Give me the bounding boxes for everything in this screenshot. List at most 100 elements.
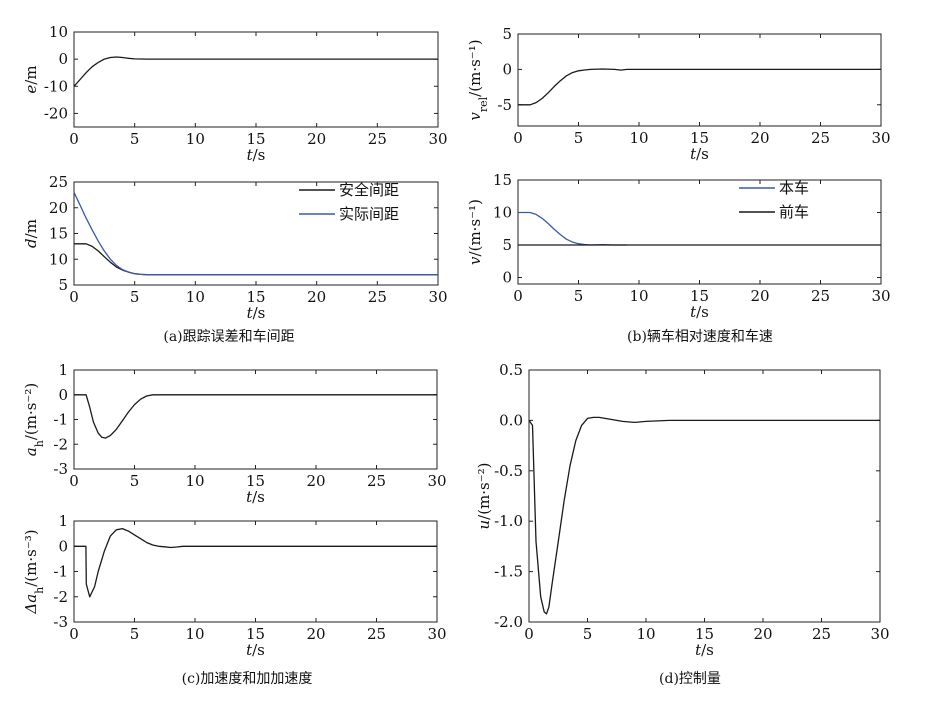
x-tick-label: 30 [427,472,446,490]
x-tick-label: 15 [690,287,709,305]
y-tick-label: -3 [53,613,68,631]
y-tick-label: 0 [502,60,512,78]
caption-d: (d)控制量 [659,671,721,687]
subplot-6: 0 5 10 15 20 25 30 -3 -2 -1 0 1 t/s Δah/(m·s⁻³) [22,512,447,659]
y-tick-label: 5 [502,25,512,43]
y-tick-label: -1.5 [494,563,523,581]
y-tick-label: 15 [493,171,512,189]
x-tick-label: 10 [185,625,204,643]
series-line-1 [74,394,437,439]
x-tick-label: 25 [811,129,830,147]
y-tick-label: -2.0 [494,613,523,631]
y-axis-label: ah/(m·s⁻²) [22,383,46,456]
x-tick-label: 25 [812,625,831,643]
x-tick-label: 15 [246,625,265,643]
legend-label: 本车 [779,179,809,197]
subplot-5: 0 5 10 15 20 25 30 -3 -2 -1 0 1 t/s ah/(m·s⁻²) [22,361,447,506]
subplot-7: 0 5 10 15 20 25 30 -2.0 -1.5 -1.0 -0.5 0.0 0.5 t/s u/(… [475,361,890,659]
legend-label: 安全间距 [339,181,399,199]
y-tick-label: 0 [58,386,68,404]
y-tick-label: 0 [58,50,68,68]
x-tick-label: 30 [871,129,890,147]
x-tick-label: 25 [368,288,387,306]
x-tick-label: 20 [753,625,772,643]
x-axis-label: t/s [247,304,266,322]
x-tick-label: 5 [574,287,584,305]
x-tick-label: 20 [306,472,325,490]
y-tick-label: 10 [49,250,68,268]
y-tick-label: -1.0 [494,512,523,530]
x-tick-label: 10 [186,130,205,148]
x-tick-label: 5 [130,625,140,643]
x-tick-label: 10 [186,288,205,306]
x-tick-label: 25 [367,472,386,490]
y-tick-label: 0 [502,269,512,287]
x-tick-label: 5 [130,288,140,306]
x-tick-label: 20 [307,288,326,306]
y-tick-label: 0 [58,537,68,555]
x-axis-label: t/s [690,145,709,163]
y-tick-label: 0.0 [499,411,523,429]
x-tick-label: 20 [306,625,325,643]
y-tick-label: 1 [58,361,68,379]
x-tick-label: 0 [69,130,79,148]
y-axis-label: u/(m·s⁻²) [475,462,493,529]
x-axis-label: t/s [247,146,266,164]
y-tick-label: 1 [58,512,68,530]
y-tick-label: 0.5 [499,361,523,379]
x-tick-label: 0 [69,625,79,643]
series-line-2 [73,192,438,276]
legend-label: 实际间距 [339,205,399,223]
x-tick-label: 25 [368,130,387,148]
subplot-1: 0 5 10 15 20 25 30 -20 -10 0 10 t/s e/m [22,23,448,164]
x-tick-label: 0 [513,287,523,305]
x-tick-label: 5 [130,130,140,148]
x-axis-label: t/s [246,488,265,506]
x-tick-label: 15 [246,130,265,148]
x-tick-label: 15 [246,472,265,490]
x-tick-label: 20 [307,130,326,148]
x-tick-label: 10 [185,472,204,490]
x-tick-label: 5 [583,625,593,643]
series-line-1 [74,527,437,598]
y-axis-label: v/(m·s⁻¹) [466,199,484,265]
y-tick-label: 10 [493,204,512,222]
plot-frame [73,31,439,128]
y-tick-label: -3 [53,460,68,478]
plot-frame [528,369,881,623]
caption-a: (a)跟踪误差和车间距 [163,328,294,345]
y-tick-label: -1 [53,411,68,429]
x-tick-label: 30 [870,625,889,643]
x-tick-label: 10 [629,129,648,147]
x-axis-label: t/s [690,303,709,321]
caption-c: (c)加速度和加加速度 [182,671,313,687]
x-tick-label: 5 [130,472,140,490]
y-axis-label: Δah/(m·s⁻³) [22,529,46,614]
y-axis-label: vrel/(m·s⁻¹) [466,39,490,120]
x-tick-label: 30 [871,287,890,305]
y-axis-label: d/m [22,219,40,248]
y-tick-label: 15 [49,225,68,243]
x-tick-label: 15 [695,625,714,643]
x-tick-label: 15 [690,129,709,147]
y-tick-label: 25 [49,173,68,191]
y-tick-label: -20 [44,104,68,122]
legend-label: 前车 [779,203,809,221]
x-tick-label: 0 [69,472,79,490]
series-line-1 [528,416,880,615]
y-tick-label: 5 [58,276,68,294]
series-line-1 [73,56,438,87]
x-tick-label: 10 [636,625,655,643]
x-tick-label: 20 [750,287,769,305]
x-tick-label: 20 [750,129,769,147]
x-tick-label: 0 [69,288,79,306]
y-tick-label: -10 [44,77,68,95]
y-tick-label: -5 [497,96,512,114]
plot-frame [517,179,882,285]
x-tick-label: 0 [524,625,534,643]
y-tick-label: 20 [49,199,68,217]
x-tick-label: 15 [246,288,265,306]
